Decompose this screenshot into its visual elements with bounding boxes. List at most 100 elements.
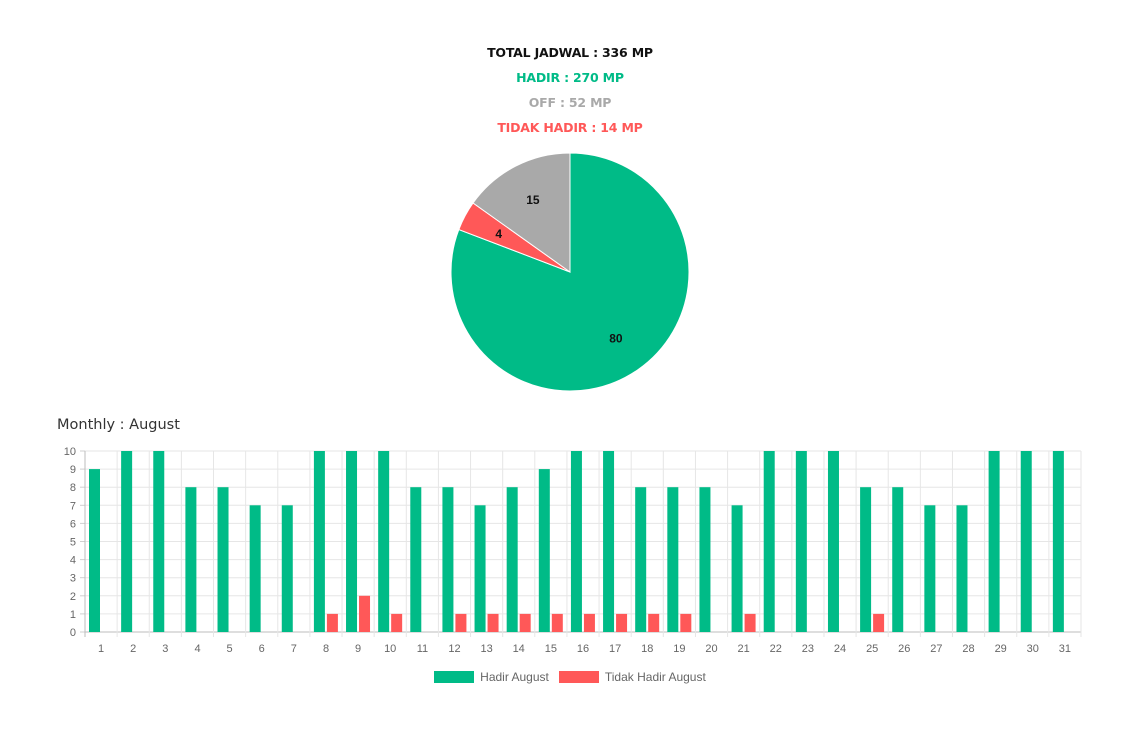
- bar-hadir-2[interactable]: [121, 451, 133, 632]
- x-tick-label: 25: [866, 643, 878, 655]
- legend-label-hadir: Hadir August: [480, 670, 549, 684]
- bar-hadir-16[interactable]: [570, 451, 582, 632]
- bar-hadir-21[interactable]: [731, 505, 743, 632]
- bar-hadir-9[interactable]: [346, 451, 358, 632]
- bar-tidak-hadir-17[interactable]: [616, 613, 628, 632]
- y-tick-label: 10: [64, 446, 76, 458]
- bar-tidak-hadir-18[interactable]: [648, 613, 660, 632]
- bar-hadir-23[interactable]: [795, 451, 807, 632]
- y-tick-label: 5: [70, 537, 76, 549]
- legend-label-tidak-hadir: Tidak Hadir August: [604, 670, 706, 684]
- pie-label-hadir: 80: [609, 332, 623, 346]
- x-tick-label: 15: [545, 643, 557, 655]
- bar-hadir-4[interactable]: [185, 487, 197, 632]
- x-tick-label: 4: [194, 643, 200, 655]
- x-tick-label: 14: [513, 643, 525, 655]
- bar-hadir-24[interactable]: [827, 451, 839, 632]
- bar-hadir-29[interactable]: [988, 451, 1000, 632]
- x-tick-label: 30: [1027, 643, 1039, 655]
- bar-hadir-17[interactable]: [603, 451, 615, 632]
- bar-tidak-hadir-21[interactable]: [744, 613, 756, 632]
- legend-item-hadir[interactable]: Hadir August: [434, 670, 549, 684]
- bar-hadir-1[interactable]: [89, 469, 100, 632]
- x-tick-label: 5: [227, 643, 233, 655]
- y-tick-label: 3: [70, 573, 76, 585]
- bar-hadir-14[interactable]: [506, 487, 518, 632]
- y-tick-label: 4: [70, 555, 76, 567]
- y-tick-label: 9: [70, 464, 76, 476]
- bar-hadir-3[interactable]: [153, 451, 165, 632]
- bar-tidak-hadir-13[interactable]: [487, 613, 499, 632]
- x-tick-label: 6: [259, 643, 265, 655]
- x-tick-label: 12: [448, 643, 460, 655]
- bar-tidak-hadir-8[interactable]: [326, 613, 338, 632]
- bar-hadir-27[interactable]: [924, 505, 936, 632]
- y-tick-label: 1: [70, 609, 76, 621]
- pie-chart: 80 4 15: [450, 152, 690, 392]
- y-tick-label: 6: [70, 518, 76, 530]
- x-tick-label: 29: [995, 643, 1007, 655]
- legend-swatch-hadir: [434, 671, 475, 683]
- bar-hadir-10[interactable]: [378, 451, 390, 632]
- tidak-hadir-text: TIDAK HADIR : 14 MP: [497, 120, 643, 135]
- x-tick-label: 20: [705, 643, 717, 655]
- bar-hadir-26[interactable]: [892, 487, 904, 632]
- bar-hadir-20[interactable]: [699, 487, 711, 632]
- bar-tidak-hadir-25[interactable]: [873, 613, 885, 632]
- bar-tidak-hadir-15[interactable]: [551, 613, 563, 632]
- x-tick-label: 23: [802, 643, 814, 655]
- monthly-title: Monthly : August: [57, 417, 180, 433]
- x-tick-label: 18: [641, 643, 653, 655]
- bar-hadir-5[interactable]: [217, 487, 229, 632]
- bar-hadir-15[interactable]: [538, 469, 550, 632]
- legend-swatch-tidak-hadir: [558, 671, 599, 683]
- x-tick-label: 7: [291, 643, 297, 655]
- bar-hadir-18[interactable]: [635, 487, 647, 632]
- x-tick-label: 2: [130, 643, 136, 655]
- y-tick-label: 7: [70, 500, 76, 512]
- x-tick-label: 9: [355, 643, 361, 655]
- bar-hadir-6[interactable]: [249, 505, 261, 632]
- bar-hadir-28[interactable]: [956, 505, 968, 632]
- bar-hadir-22[interactable]: [763, 451, 775, 632]
- bar-hadir-12[interactable]: [442, 487, 454, 632]
- x-tick-label: 28: [962, 643, 974, 655]
- pie-label-off: 15: [526, 193, 540, 207]
- bar-hadir-8[interactable]: [313, 451, 325, 632]
- off-text: OFF : 52 MP: [528, 95, 612, 110]
- legend-item-tidak-hadir[interactable]: Tidak Hadir August: [558, 670, 706, 684]
- bar-hadir-19[interactable]: [667, 487, 679, 632]
- bar-hadir-31[interactable]: [1052, 451, 1064, 632]
- x-tick-label: 31: [1059, 643, 1071, 655]
- bar-hadir-25[interactable]: [860, 487, 872, 632]
- bar-tidak-hadir-10[interactable]: [391, 613, 403, 632]
- y-tick-label: 0: [70, 627, 76, 639]
- x-tick-label: 26: [898, 643, 910, 655]
- bar-hadir-30[interactable]: [1020, 451, 1032, 632]
- bar-tidak-hadir-14[interactable]: [519, 613, 531, 632]
- hadir-text: HADIR : 270 MP: [516, 70, 624, 85]
- y-tick-label: 2: [70, 591, 76, 603]
- bar-tidak-hadir-19[interactable]: [680, 613, 692, 632]
- x-tick-label: 21: [737, 643, 749, 655]
- bar-hadir-13[interactable]: [474, 505, 486, 632]
- x-tick-label: 27: [930, 643, 942, 655]
- x-tick-label: 19: [673, 643, 685, 655]
- bar-tidak-hadir-16[interactable]: [583, 613, 595, 632]
- bar-tidak-hadir-9[interactable]: [359, 595, 371, 632]
- total-jadwal-text: TOTAL JADWAL : 336 MP: [487, 45, 653, 60]
- pie-label-tidak-hadir: 4: [495, 227, 502, 241]
- bar-legend: Hadir August Tidak Hadir August: [0, 670, 1140, 684]
- bar-tidak-hadir-12[interactable]: [455, 613, 467, 632]
- pie-slice-off[interactable]: [472, 152, 571, 273]
- x-tick-label: 1: [98, 643, 104, 655]
- x-tick-label: 10: [384, 643, 396, 655]
- bar-hadir-11[interactable]: [410, 487, 422, 632]
- x-tick-label: 13: [480, 643, 492, 655]
- bar-hadir-7[interactable]: [281, 505, 293, 632]
- x-tick-label: 17: [609, 643, 621, 655]
- y-tick-label: 8: [70, 482, 76, 494]
- x-tick-label: 3: [162, 643, 168, 655]
- pie-slice-hadir[interactable]: [450, 152, 690, 392]
